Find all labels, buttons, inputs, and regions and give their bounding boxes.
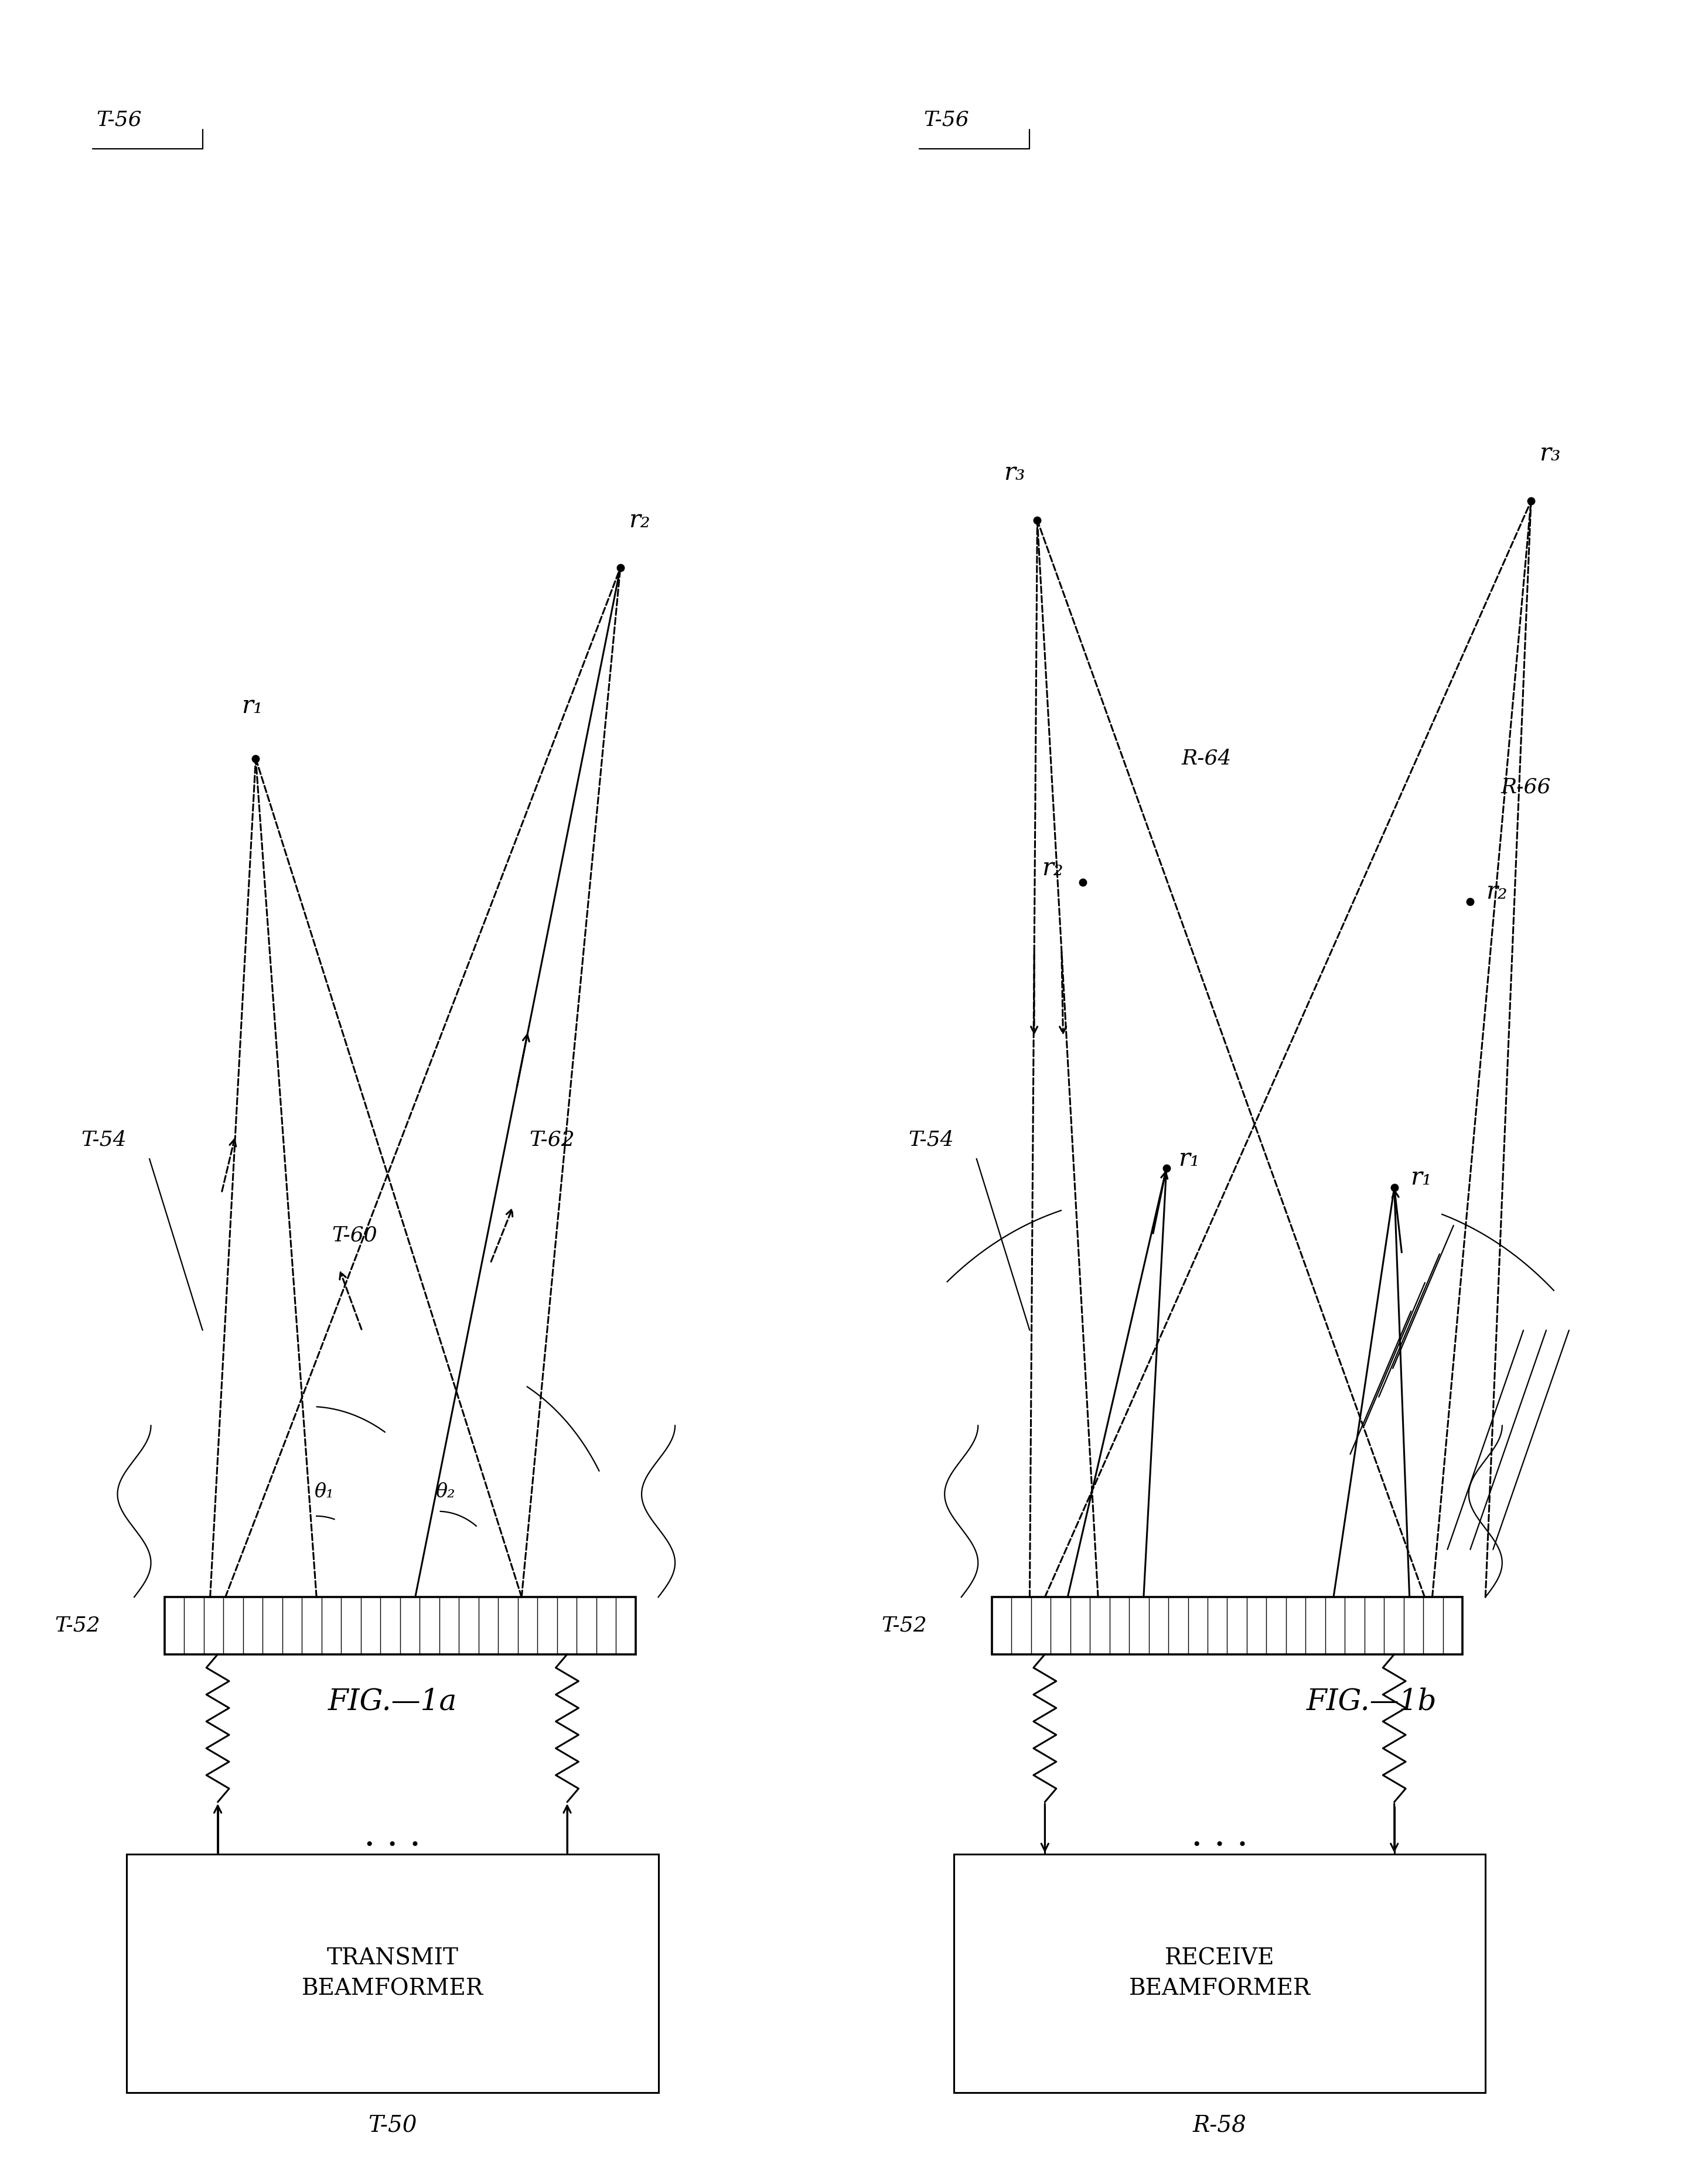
Text: T-52: T-52	[54, 1616, 100, 1636]
Bar	[993, 1597, 1462, 1653]
Bar	[164, 1597, 635, 1653]
Text: R-58: R-58	[1193, 2114, 1246, 2136]
Text: R-66: R-66	[1501, 778, 1551, 797]
Text: T-56: T-56	[923, 109, 969, 129]
Text: r₂: r₂	[628, 509, 650, 533]
Text: T-62: T-62	[528, 1129, 574, 1149]
Text: FIG.—1a: FIG.—1a	[327, 1688, 457, 1717]
Text: . . .: . . .	[1192, 1817, 1247, 1852]
Text: TRANSMIT
BEAMFORMER: TRANSMIT BEAMFORMER	[302, 1948, 483, 2001]
Text: r₁: r₁	[1409, 1166, 1431, 1190]
Text: T-54: T-54	[81, 1129, 127, 1149]
Text: θ₂: θ₂	[436, 1483, 456, 1503]
Bar	[954, 1854, 1485, 2092]
Text: θ₁: θ₁	[314, 1483, 334, 1503]
Text: FIG.—1b: FIG.—1b	[1307, 1688, 1436, 1717]
Text: r₁: r₁	[1178, 1147, 1200, 1171]
Text: . . .: . . .	[365, 1817, 420, 1852]
Text: T-52: T-52	[881, 1616, 927, 1636]
Text: T-60: T-60	[331, 1225, 376, 1245]
Text: r₂: r₂	[1485, 880, 1507, 904]
Text: T-50: T-50	[368, 2114, 417, 2136]
Bar	[127, 1854, 658, 2092]
Text: T-56: T-56	[96, 109, 142, 129]
Text: RECEIVE
BEAMFORMER: RECEIVE BEAMFORMER	[1129, 1948, 1310, 2001]
Text: r₁: r₁	[241, 695, 263, 719]
Text: R-64: R-64	[1182, 749, 1232, 769]
Text: r₃: r₃	[1004, 461, 1025, 485]
Text: T-54: T-54	[908, 1129, 954, 1149]
Text: r₃: r₃	[1539, 441, 1561, 465]
Text: r₂: r₂	[1041, 856, 1063, 880]
